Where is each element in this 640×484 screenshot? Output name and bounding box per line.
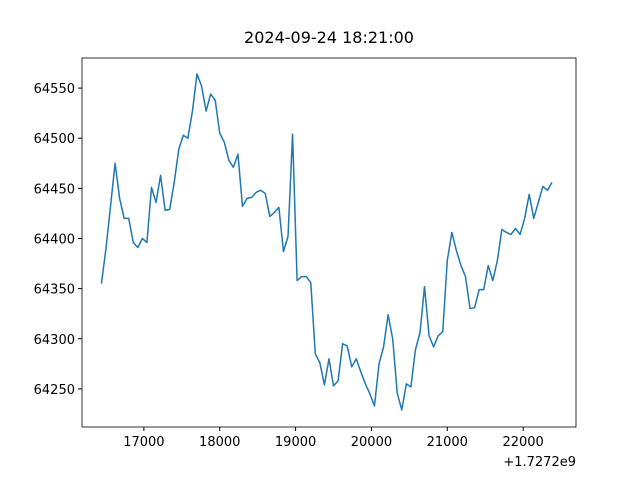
y-tick-label: 64550 [34,82,75,97]
y-tick-label: 64250 [34,383,75,398]
y-tick-label: 64450 [34,182,75,197]
x-tick-label: 21000 [427,435,468,450]
x-tick-label: 20000 [351,435,392,450]
x-tick-label: 19000 [275,435,316,450]
x-tick-label: 22000 [502,435,543,450]
y-tick-label: 64350 [34,283,75,298]
x-tick-label: 18000 [199,435,240,450]
x-tick-label: 17000 [123,435,164,450]
chart-title: 2024-09-24 18:21:00 [244,28,414,47]
x-offset-label: +1.7272e9 [503,455,576,470]
y-tick-label: 64300 [34,333,75,348]
line-series [100,73,553,411]
y-tick-label: 64400 [34,232,75,247]
y-tick-label: 64500 [34,132,75,147]
plot-frame [81,57,577,428]
